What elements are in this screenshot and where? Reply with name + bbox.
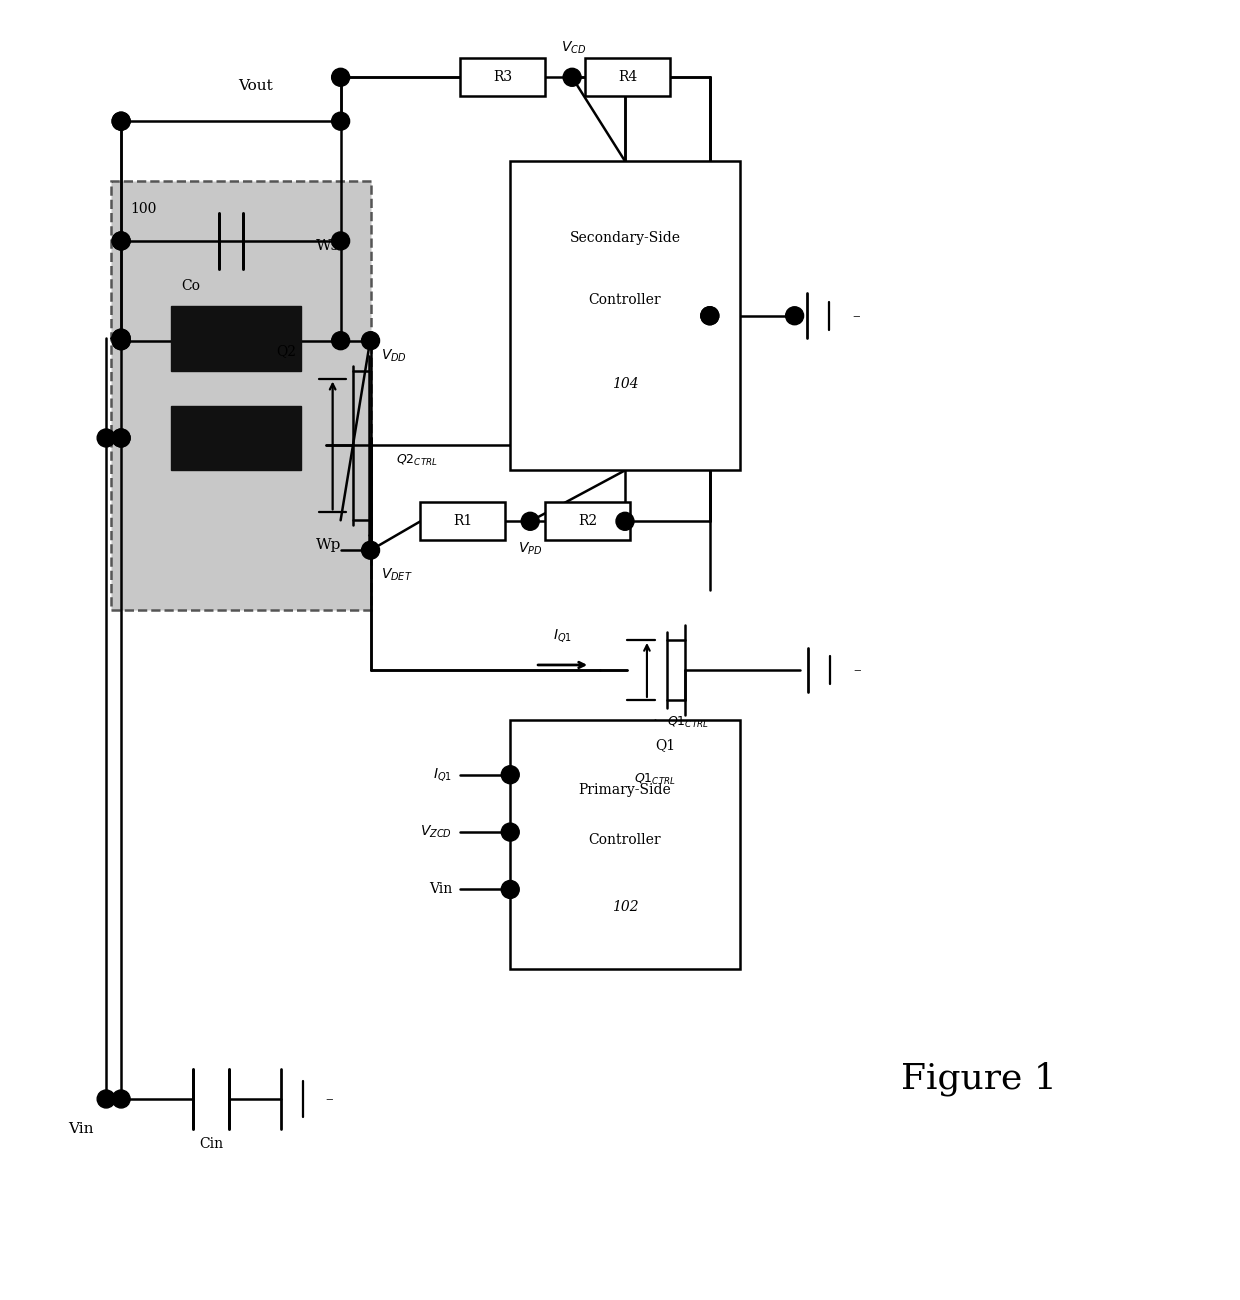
Circle shape	[97, 429, 115, 447]
Circle shape	[501, 823, 520, 841]
Text: $Q1_{CTRL}$: $Q1_{CTRL}$	[667, 715, 709, 729]
Text: $I_{Q1}$: $I_{Q1}$	[553, 627, 572, 644]
Text: Vin: Vin	[68, 1122, 94, 1136]
Text: Co: Co	[181, 278, 201, 292]
Text: 102: 102	[611, 900, 639, 914]
Text: Q1: Q1	[655, 738, 675, 751]
Bar	[112, 181, 371, 610]
Text: R4: R4	[618, 70, 637, 84]
Circle shape	[563, 69, 582, 86]
Text: $V_{CD}$: $V_{CD}$	[562, 39, 587, 56]
Bar	[585, 58, 670, 96]
Circle shape	[616, 512, 634, 530]
Text: Cin: Cin	[198, 1138, 223, 1150]
Text: –: –	[853, 663, 862, 677]
Text: R2: R2	[578, 515, 598, 528]
Circle shape	[112, 231, 130, 250]
Text: –: –	[853, 309, 861, 322]
Text: $V_{PD}$: $V_{PD}$	[518, 541, 542, 558]
Circle shape	[331, 112, 350, 130]
Text: 104: 104	[611, 377, 639, 391]
Circle shape	[112, 112, 130, 130]
Text: $Q1_{CTRL}$: $Q1_{CTRL}$	[634, 772, 676, 788]
Circle shape	[701, 307, 719, 325]
Circle shape	[112, 231, 130, 250]
Circle shape	[112, 332, 130, 350]
Text: $V_{DD}$: $V_{DD}$	[381, 347, 407, 364]
Text: R1: R1	[454, 515, 472, 528]
Text: Figure 1: Figure 1	[901, 1062, 1058, 1096]
Text: Controller: Controller	[589, 832, 661, 846]
Circle shape	[112, 329, 130, 347]
Bar	[510, 720, 740, 970]
Bar	[171, 406, 301, 471]
Circle shape	[331, 69, 350, 86]
Text: Primary-Side: Primary-Side	[579, 783, 671, 797]
Circle shape	[112, 332, 130, 350]
Circle shape	[112, 1089, 130, 1108]
Text: $I_{Q1}$: $I_{Q1}$	[434, 766, 453, 783]
Circle shape	[501, 880, 520, 898]
Circle shape	[112, 112, 130, 130]
Text: $V_{DET}$: $V_{DET}$	[381, 567, 412, 584]
Text: –: –	[325, 1092, 332, 1106]
Circle shape	[786, 307, 804, 325]
Text: Ws: Ws	[316, 239, 339, 254]
Bar	[171, 306, 301, 370]
Bar	[546, 502, 630, 541]
Bar	[420, 502, 505, 541]
Circle shape	[331, 332, 350, 350]
Text: Vin: Vin	[429, 883, 453, 897]
Text: $Q2_{CTRL}$: $Q2_{CTRL}$	[396, 452, 438, 468]
Text: Controller: Controller	[589, 294, 661, 307]
Circle shape	[331, 231, 350, 250]
Text: Vout: Vout	[238, 79, 273, 94]
Circle shape	[501, 766, 520, 784]
Circle shape	[112, 429, 130, 447]
Circle shape	[521, 512, 539, 530]
Text: Q2: Q2	[275, 343, 296, 358]
Text: R3: R3	[494, 70, 512, 84]
Circle shape	[701, 307, 719, 325]
Text: Wp: Wp	[316, 538, 341, 552]
Bar	[460, 58, 546, 96]
Text: Secondary-Side: Secondary-Side	[569, 231, 681, 246]
Circle shape	[112, 329, 130, 347]
Bar	[510, 161, 740, 471]
Text: $V_{ZCD}$: $V_{ZCD}$	[420, 824, 453, 840]
Circle shape	[97, 1089, 115, 1108]
Text: 100: 100	[130, 202, 156, 216]
Circle shape	[112, 429, 130, 447]
Circle shape	[362, 332, 379, 350]
Circle shape	[362, 541, 379, 559]
